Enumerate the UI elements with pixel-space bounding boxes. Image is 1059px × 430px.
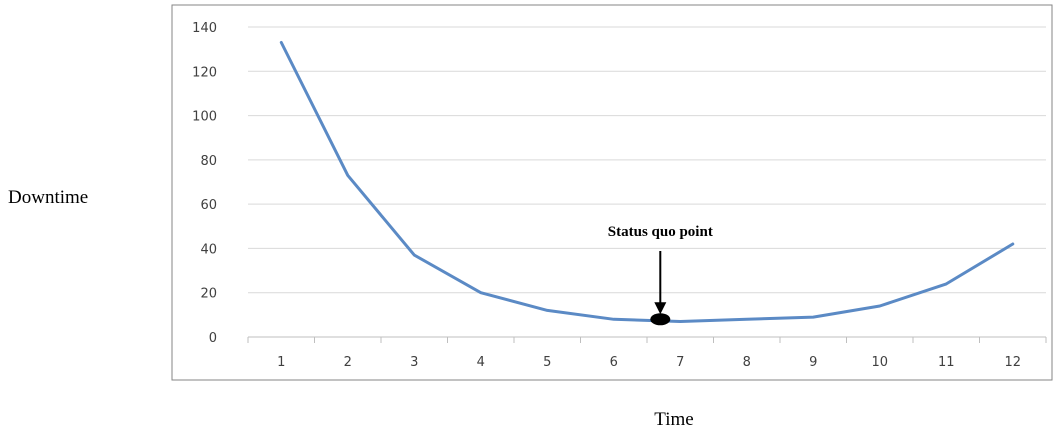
x-tick-label: 7 [676, 355, 684, 370]
y-tick-labels: 0 20 40 60 80 100 120 140 [192, 21, 217, 346]
y-tick-label: 140 [192, 21, 217, 36]
y-axis-title: Downtime [8, 187, 88, 208]
status-quo-arrowhead [654, 302, 667, 315]
y-tick-label: 40 [200, 242, 217, 257]
status-quo-annotation: Status quo point [608, 224, 713, 326]
status-quo-label: Status quo point [608, 224, 713, 240]
y-tick-label: 120 [192, 65, 217, 80]
x-tick-label: 4 [477, 355, 485, 370]
x-tick-labels: 1 2 3 4 5 6 7 8 9 10 11 12 [247, 337, 1047, 370]
y-tick-label: 20 [200, 287, 217, 302]
x-tick-label: 5 [543, 355, 551, 370]
x-tick-label: 1 [277, 355, 285, 370]
x-tick-label: 8 [743, 355, 751, 370]
y-tick-label: 60 [200, 198, 217, 213]
x-axis-title: Time [654, 409, 693, 430]
y-tick-label: 100 [192, 110, 217, 125]
y-tick-label: 0 [209, 331, 217, 346]
x-tick-label: 12 [1004, 355, 1021, 370]
x-tick-label: 9 [809, 355, 817, 370]
plot-frame [171, 4, 1053, 381]
series-line [279, 41, 1015, 323]
x-tick-label: 3 [410, 355, 418, 370]
x-tick-label: 2 [344, 355, 352, 370]
y-tick-label: 80 [200, 154, 217, 169]
x-tick-label: 11 [938, 355, 955, 370]
x-tick-label: 10 [871, 355, 888, 370]
x-tick-label: 6 [610, 355, 618, 370]
gridlines [248, 26, 1046, 338]
status-quo-marker [650, 313, 671, 326]
